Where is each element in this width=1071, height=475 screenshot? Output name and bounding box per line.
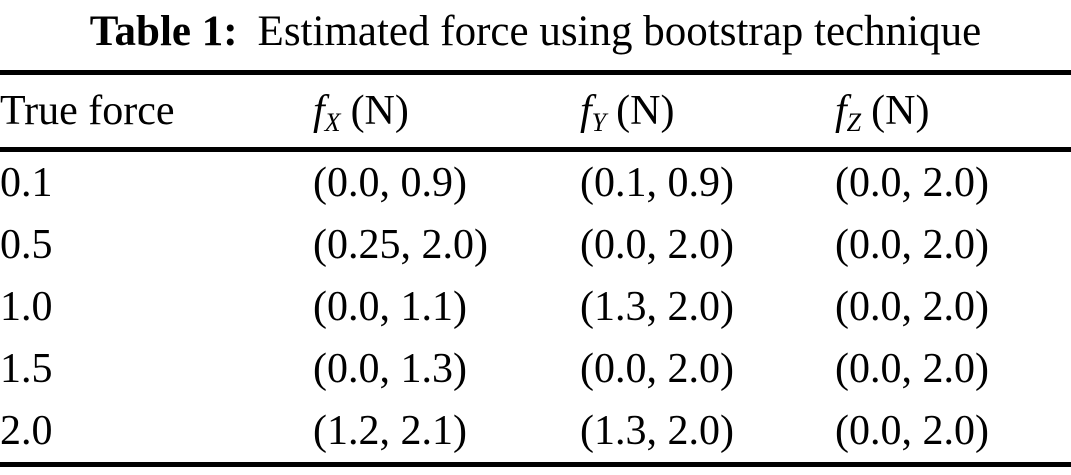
- cell-fx-interval: (0.0, 1.3): [313, 346, 467, 392]
- header-fz: fZ (N): [835, 70, 1071, 152]
- cell-true-force: 1.5: [0, 346, 53, 392]
- cell-fy-interval: (1.3, 2.0): [580, 400, 835, 467]
- cell-true-force: 2.0: [0, 400, 313, 467]
- header-row: True force fX (N) fY (N) fZ (N): [0, 70, 1071, 152]
- header-fy: fY (N): [580, 70, 835, 152]
- table-body: 0.1 (0.0, 0.9) (0.1, 0.9) (0.0, 2.0) 0.5…: [0, 150, 1071, 467]
- cell-true-force: 0.1: [0, 160, 53, 206]
- cell-fz-interval: (0.0, 2.0): [835, 222, 989, 268]
- table-row: 1.5 (0.0, 1.3) (0.0, 2.0) (0.0, 2.0): [0, 338, 1071, 400]
- cell-fy-interval: (0.0, 2.0): [580, 346, 734, 392]
- cell-fy-interval: (0.1, 0.9): [580, 160, 734, 206]
- cell-fz-interval: (0.0, 2.0): [835, 400, 1071, 467]
- fy-unit: (N): [616, 88, 675, 134]
- header-fx: fX (N): [313, 70, 580, 152]
- header-true-force: True force: [0, 70, 313, 152]
- table-row: 0.1 (0.0, 0.9) (0.1, 0.9) (0.0, 2.0): [0, 150, 1071, 215]
- cell-fy-interval: (1.3, 2.0): [580, 284, 734, 330]
- fy-subscript: Y: [591, 108, 607, 137]
- fy-symbol: f: [580, 88, 592, 134]
- cell-fx-interval: (0.0, 1.1): [313, 284, 467, 330]
- table-caption-label: Table 1:: [89, 8, 238, 55]
- fz-symbol: f: [835, 88, 847, 134]
- table-row: 2.0 (1.2, 2.1) (1.3, 2.0) (0.0, 2.0): [0, 400, 1071, 467]
- fx-unit: (N): [350, 88, 409, 134]
- cell-fz-interval: (0.0, 2.0): [835, 284, 989, 330]
- table-row: 1.0 (0.0, 1.1) (1.3, 2.0) (0.0, 2.0): [0, 276, 1071, 338]
- cell-fx-interval: (1.2, 2.1): [313, 400, 580, 467]
- header-true-force-label: True force: [0, 88, 175, 134]
- fz-subscript: Z: [846, 108, 862, 137]
- fz-unit: (N): [871, 88, 930, 134]
- cell-fz-interval: (0.0, 2.0): [835, 346, 989, 392]
- table-caption: Table 1: Estimated force using bootstrap …: [0, 0, 1071, 70]
- table-row: 0.5 (0.25, 2.0) (0.0, 2.0) (0.0, 2.0): [0, 214, 1071, 276]
- fx-symbol: f: [313, 88, 325, 134]
- cell-fz-interval: (0.0, 2.0): [835, 160, 989, 206]
- cell-fx-interval: (0.0, 0.9): [313, 160, 467, 206]
- cell-true-force: 1.0: [0, 284, 53, 330]
- bootstrap-force-table: True force fX (N) fY (N) fZ (N) 0.1 (0.0, 0…: [0, 70, 1071, 467]
- fx-subscript: X: [324, 108, 341, 137]
- cell-true-force: 0.5: [0, 222, 53, 268]
- cell-fy-interval: (0.0, 2.0): [580, 222, 734, 268]
- cell-fx-interval: (0.25, 2.0): [313, 222, 488, 268]
- table-header: True force fX (N) fY (N) fZ (N): [0, 70, 1071, 152]
- table-caption-text: Estimated force using bootstrap techniqu…: [257, 8, 982, 55]
